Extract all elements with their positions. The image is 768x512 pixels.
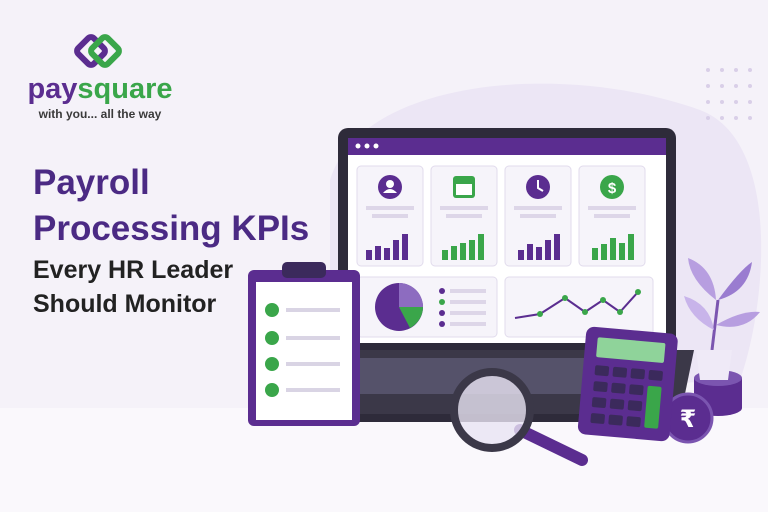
logo-mark — [74, 34, 122, 68]
headline-line: Should Monitor — [33, 290, 217, 318]
clipboard — [248, 262, 360, 426]
calculator — [577, 326, 678, 442]
logo-name: paysquare — [27, 73, 172, 105]
headline-line: Payroll — [33, 163, 150, 202]
magnifier — [450, 368, 588, 466]
headline-line: Every HR Leader — [33, 256, 233, 284]
plant — [684, 258, 760, 380]
dots — [706, 68, 752, 120]
svg-text:$: $ — [608, 180, 617, 197]
dashboard-cards: $ — [356, 165, 654, 338]
logo-tagline: with you... all the way — [38, 107, 162, 121]
headline-line: Processing KPIs — [33, 209, 309, 248]
svg-text:₹: ₹ — [680, 406, 697, 433]
